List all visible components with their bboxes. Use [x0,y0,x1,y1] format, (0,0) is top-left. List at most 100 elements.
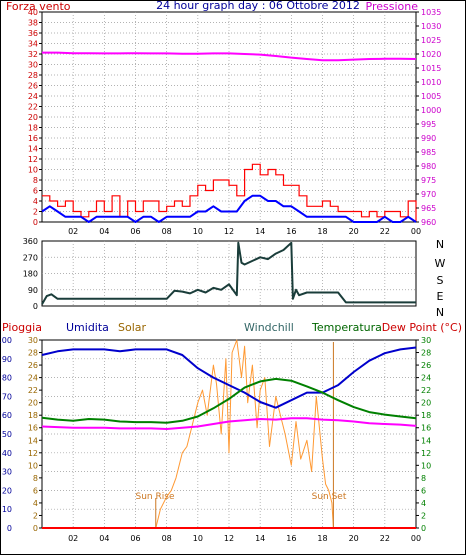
humidity-y-tick-label: 100 [0,336,12,345]
pressure-y-tick-label: 985 [421,148,436,157]
wind-x-tick-label: 18 [317,227,327,236]
wind-y-tick-label: 2 [33,208,38,217]
pressure-y-tick-label: 960 [421,218,436,227]
solar-y-tick-label: 28 [28,349,38,358]
legend-windchill: Windchill [244,321,294,334]
wind-y-tick-label: 6 [33,187,38,196]
solar-y-tick-label: 20 [28,399,38,408]
legend-solar: Solar [118,321,147,334]
solar-y-tick-label: 14 [28,436,38,445]
wind-axis-title: Forza vento [6,0,71,13]
wind-direction-series-line [41,241,416,305]
wind-gust-series-line [42,163,417,222]
direction-y-tick-label: 360 [23,237,38,246]
pressure-y-tick-label: 965 [421,204,436,213]
solar-y-tick-label: 24 [28,374,38,383]
temperature-y-tick-label: 2 [421,511,426,520]
solar-y-tick-label: 10 [28,461,38,470]
pressure-y-tick-label: 970 [421,190,436,199]
solar-y-tick-label: 26 [28,361,38,370]
temperature-y-tick-label: 8 [421,474,426,483]
temperature-y-tick-label: 28 [421,349,431,358]
pressure-y-tick-label: 1020 [421,50,441,59]
legend-dewpoint: Dew Point (°C) [382,321,462,334]
humidity-y-tick-label: 80 [2,374,12,383]
solar-y-tick-label: 16 [28,424,38,433]
wind-y-tick-label: 16 [28,134,38,143]
wind-y-tick-label: 12 [28,155,38,164]
temperature-x-tick-label: 16 [286,534,296,543]
compass-direction-label: N [436,306,444,319]
wind-y-tick-label: 40 [28,8,38,17]
temperature-y-tick-label: 18 [421,411,431,420]
pressure-y-tick-label: 1010 [421,78,441,87]
wind-x-tick-label: 16 [286,227,296,236]
temperature-y-tick-label: 16 [421,424,431,433]
pressure-y-tick-label: 1015 [421,64,441,73]
solar-y-tick-label: 30 [28,336,38,345]
wind-x-tick-label: 20 [349,227,359,236]
solar-series-line [155,339,334,529]
wind-y-tick-label: 30 [28,61,38,70]
pressure-y-tick-label: 975 [421,176,436,185]
temperature-y-tick-label: 6 [421,486,426,495]
temperature-y-tick-label: 30 [421,336,431,345]
humidity-y-tick-label: 50 [2,430,12,439]
temperature-y-tick-label: 24 [421,374,431,383]
pressure-y-tick-label: 980 [421,162,436,171]
pressure-y-tick-label: 990 [421,134,436,143]
humidity-y-tick-label: 0 [7,524,12,533]
temperature-x-tick-label: 14 [255,534,265,543]
series-layer [41,51,417,529]
wind-x-tick-label: 10 [193,227,203,236]
wind-y-tick-label: 34 [28,40,38,49]
humidity-y-tick-label: 70 [2,392,12,401]
pressure-y-tick-label: 1005 [421,92,441,101]
wind-x-tick-label: 08 [162,227,172,236]
legend-rain: Pioggia [2,321,42,334]
pressure-y-tick-label: 1030 [421,22,441,31]
direction-y-tick-label: 0 [33,302,38,311]
temperature-x-tick-label: 12 [224,534,234,543]
solar-y-tick-label: 8 [33,474,38,483]
compass-direction-label: N [436,238,444,251]
direction-y-tick-label: 180 [23,270,38,279]
temperature-x-tick-label: 10 [193,534,203,543]
solar-y-tick-label: 12 [28,449,38,458]
solar-y-tick-label: 0 [33,524,38,533]
humidity-y-tick-label: 20 [2,486,12,495]
wind-y-tick-label: 18 [28,124,38,133]
wind-x-tick-label: 22 [380,227,390,236]
wind-y-tick-label: 10 [28,166,38,175]
wind-x-tick-label: 04 [99,227,109,236]
temperature-series-line [41,377,417,424]
temperature-y-tick-label: 22 [421,386,431,395]
humidity-y-tick-label: 10 [2,505,12,514]
wind-x-tick-label: 06 [130,227,140,236]
temperature-y-tick-label: 12 [421,449,431,458]
temperature-x-tick-label: 18 [317,534,327,543]
chart-title: 24 hour graph day : 06 Ottobre 2012 [156,0,360,12]
wind-y-tick-label: 38 [28,19,38,28]
sunrise-annotation: Sun Rise [136,492,175,502]
temperature-x-tick-label: 02 [68,534,78,543]
humidity-y-tick-label: 40 [2,449,12,458]
temperature-y-tick-label: 4 [421,499,426,508]
wind-average-series-line [41,194,417,223]
temperature-y-tick-label: 20 [421,399,431,408]
pressure-series-line [42,51,417,62]
wind-y-tick-label: 14 [28,145,38,154]
direction-y-tick-label: 270 [23,253,38,262]
pressure-y-tick-label: 1000 [421,106,441,115]
temperature-y-tick-label: 0 [421,524,426,533]
temperature-y-tick-label: 26 [421,361,431,370]
compass-direction-label: W [435,257,446,270]
humidity-y-tick-label: 60 [2,411,12,420]
pressure-y-tick-label: 1025 [421,36,441,45]
humidity-y-tick-label: 90 [2,355,12,364]
temperature-x-tick-label: 20 [349,534,359,543]
wind-y-tick-label: 22 [28,103,38,112]
solar-y-tick-label: 18 [28,411,38,420]
solar-y-tick-label: 6 [33,486,38,495]
